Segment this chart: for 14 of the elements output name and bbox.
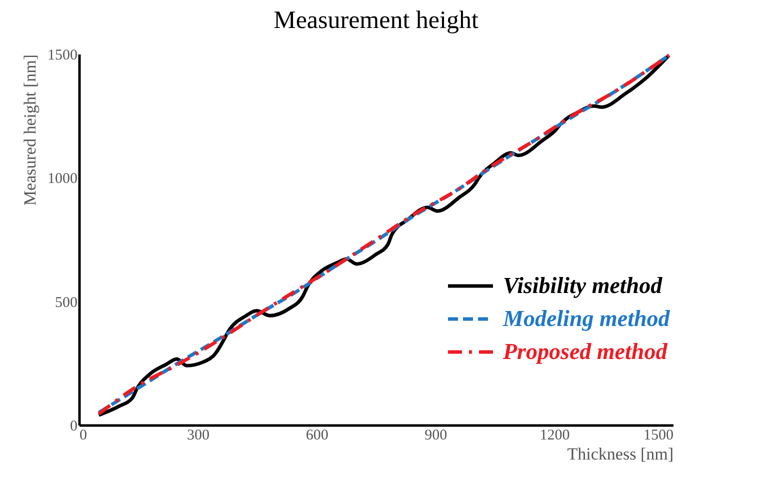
y-tick-label: 500 xyxy=(55,294,78,311)
y-tick-label: 1500 xyxy=(48,48,78,64)
legend-label: Modeling method xyxy=(502,306,670,331)
x-axis-title: Thickness [nm] xyxy=(567,444,674,464)
y-axis-title: Measured height [nm] xyxy=(20,54,40,206)
x-tick-label: 1500 xyxy=(644,428,674,444)
x-tick-label: 600 xyxy=(306,428,328,444)
x-tick-label: 1200 xyxy=(540,428,570,444)
legend-label: Visibility method xyxy=(503,273,663,298)
x-tick-label: 900 xyxy=(424,428,448,444)
chart-title: Measurement height xyxy=(274,7,478,34)
y-tick-label: 1000 xyxy=(48,171,78,188)
x-tick-label: 300 xyxy=(187,428,210,444)
legend-label: Proposed method xyxy=(502,339,668,364)
